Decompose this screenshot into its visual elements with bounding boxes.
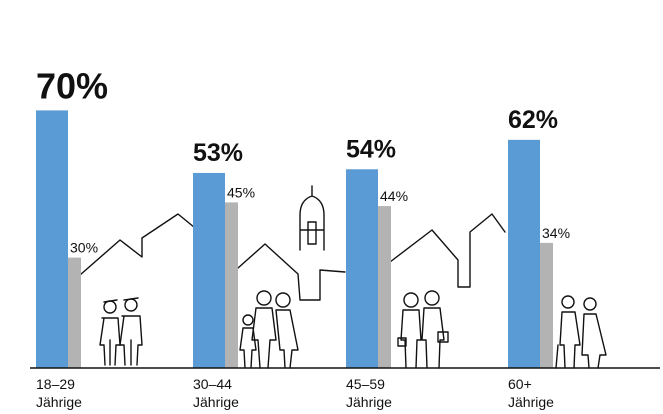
- category-label-1-line1: 30–44: [193, 376, 232, 392]
- bar-secondary-3: [540, 242, 553, 368]
- value-label-secondary-0: 30%: [70, 240, 98, 256]
- skyline-illustration: [79, 185, 506, 301]
- bar-secondary-0: [68, 257, 81, 368]
- category-label-2-line1: 45–59: [346, 376, 385, 392]
- bar-primary-0: [36, 110, 68, 369]
- bar-primary-2: [346, 169, 378, 368]
- people-group-45-59: [397, 290, 449, 369]
- bars: [36, 110, 553, 369]
- value-label-primary-0: 70%: [36, 65, 108, 106]
- people-group-60-plus: [555, 295, 607, 369]
- value-label-primary-3: 62%: [508, 106, 558, 134]
- bar-secondary-2: [378, 206, 391, 368]
- value-labels: 70% 30% 53% 45% 54% 44% 62% 34%: [36, 65, 570, 255]
- category-label-0-line1: 18–29: [36, 376, 75, 392]
- people-illustration: [99, 290, 607, 369]
- category-label-2-line2: Jährige: [346, 394, 392, 410]
- bar-secondary-1: [225, 202, 238, 368]
- value-label-primary-2: 54%: [346, 135, 396, 163]
- bar-primary-1: [193, 172, 225, 368]
- bar-primary-3: [508, 139, 540, 368]
- value-label-secondary-1: 45%: [227, 184, 255, 200]
- people-group-18-29: [99, 297, 143, 366]
- category-label-0-line2: Jährige: [36, 394, 82, 410]
- category-label-3-line1: 60+: [508, 376, 532, 392]
- category-label-1-line2: Jährige: [193, 394, 239, 410]
- category-label-3-line2: Jährige: [508, 394, 554, 410]
- people-group-30-44: [239, 290, 299, 369]
- value-label-secondary-3: 34%: [542, 225, 570, 241]
- category-labels: 18–29 Jährige 30–44 Jährige 45–59 Jährige 60+ J…: [36, 376, 554, 410]
- value-label-secondary-2: 44%: [380, 188, 408, 204]
- value-label-primary-1: 53%: [193, 139, 243, 167]
